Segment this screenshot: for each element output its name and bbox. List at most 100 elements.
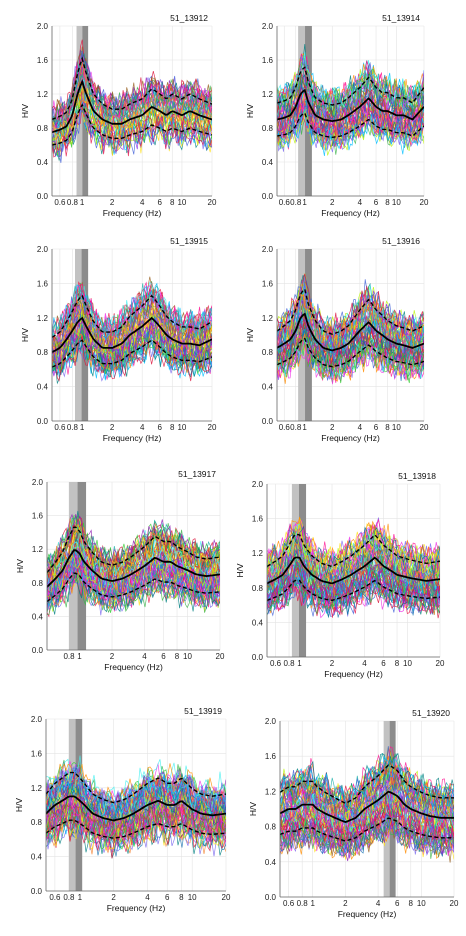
y-tick-label: 0.0 (37, 417, 49, 426)
x-tick-label: 6 (395, 899, 400, 908)
window-curves (52, 276, 212, 385)
window-curve (277, 336, 424, 381)
window-curve (46, 783, 226, 829)
window-curve (47, 518, 220, 582)
y-tick-label: 0.8 (262, 124, 274, 133)
y-tick-label: 0.8 (32, 579, 44, 588)
x-tick-label: 0.8 (63, 652, 75, 661)
x-tick-label: 20 (208, 423, 217, 432)
window-curve (277, 57, 424, 115)
x-tick-label: 10 (392, 423, 401, 432)
x-tick-label: 20 (420, 198, 429, 207)
window-curve (52, 288, 212, 351)
window-curve (46, 774, 226, 820)
y-axis-label: H/V (248, 802, 258, 817)
hv-panel-5: 0.00.40.81.21.62.00.8 1 2 4 6 8 10 20Frequency … (15, 469, 225, 672)
x-tick-label: 0.6 (279, 423, 291, 432)
y-tick-label: 2.0 (262, 22, 274, 31)
x-axis-label: Frequency (Hz) (103, 208, 162, 218)
x-tick-label: 0.8 (67, 198, 79, 207)
x-tick-label: 20 (216, 652, 225, 661)
window-curve (277, 72, 424, 118)
window-curve (277, 84, 424, 136)
mean-hv-curve (47, 549, 220, 588)
window-curve (267, 571, 440, 615)
y-tick-label: 0.8 (265, 823, 277, 832)
y-tick-label: 1.6 (31, 749, 43, 758)
window-curve (277, 292, 424, 347)
window-curve (267, 566, 440, 614)
std-upper-curve (280, 764, 454, 804)
window-curve (280, 815, 454, 859)
window-curve (46, 802, 226, 848)
y-tick-label: 0.0 (265, 893, 277, 902)
window-curves (267, 516, 440, 619)
window-curve (52, 335, 212, 385)
x-tick-label: 1 (78, 893, 83, 902)
window-curve (52, 325, 212, 373)
y-tick-label: 1.6 (37, 56, 49, 65)
window-curve (277, 306, 424, 358)
window-curve (52, 109, 212, 163)
window-curves (52, 39, 212, 163)
y-axis-label: H/V (235, 563, 245, 578)
x-tick-label: 1 (310, 899, 315, 908)
window-curves (277, 273, 424, 385)
x-tick-label: 2 (110, 198, 115, 207)
y-tick-label: 0.8 (37, 124, 49, 133)
y-axis-label: H/V (15, 559, 25, 574)
window-curve (46, 802, 226, 844)
x-tick-label: 2 (111, 893, 116, 902)
y-axis-label: H/V (20, 104, 30, 119)
x-axis-label: Frequency (Hz) (107, 903, 166, 913)
peak-band-lower (383, 721, 390, 897)
std-upper-curve (47, 526, 220, 573)
x-tick-label: 6 (381, 659, 386, 668)
window-curve (47, 527, 220, 577)
x-tick-label: 0.6 (54, 423, 66, 432)
window-curves (277, 44, 424, 156)
mean-hv-curve (46, 795, 226, 822)
y-axis-label: H/V (245, 328, 255, 343)
y-axis-label: H/V (20, 328, 30, 343)
y-tick-label: 0.0 (262, 417, 274, 426)
x-tick-label: 0.8 (290, 198, 302, 207)
window-curve (52, 52, 212, 121)
y-tick-label: 1.2 (262, 314, 274, 323)
window-curve (267, 580, 440, 618)
x-axis-label: Frequency (Hz) (338, 909, 397, 919)
mean-hv-curve (52, 79, 212, 134)
window-curve (277, 109, 424, 156)
window-curve (267, 559, 440, 607)
y-tick-label: 1.2 (37, 90, 49, 99)
window-curve (47, 514, 220, 576)
window-curve (277, 334, 424, 385)
panel-title: 51_13919 (184, 706, 222, 716)
x-tick-label: 10 (177, 198, 186, 207)
window-curve (52, 62, 212, 133)
window-curve (267, 524, 440, 582)
window-curve (52, 335, 212, 382)
window-curve (277, 273, 424, 340)
y-tick-label: 1.6 (265, 752, 277, 761)
y-tick-label: 0.4 (265, 858, 277, 867)
x-tick-label: 0.6 (279, 198, 291, 207)
window-curve (280, 755, 454, 811)
x-tick-label: 4 (140, 198, 145, 207)
x-tick-label: 8 (179, 893, 184, 902)
y-tick-label: 1.6 (262, 279, 274, 288)
std-upper-curve (46, 771, 226, 804)
y-tick-label: 0.0 (252, 653, 264, 662)
x-tick-label: 0.6 (54, 198, 66, 207)
panel-title: 51_13912 (170, 13, 208, 23)
hv-panel-3: 0.00.40.81.21.62.00.6 0.8 1 2 4 6 8 10 20Frequen… (20, 236, 217, 443)
y-tick-label: 1.2 (37, 314, 49, 323)
hv-panel-7: 0.00.40.81.21.62.00.6 0.8 1 2 4 6 8 10 20Frequen… (14, 706, 231, 913)
x-tick-label: 8 (385, 198, 390, 207)
std-upper-curve (277, 288, 424, 335)
window-curve (47, 572, 220, 615)
x-tick-label: 6 (161, 652, 166, 661)
window-curve (277, 58, 424, 124)
x-tick-label: 20 (208, 198, 217, 207)
std-lower-curve (52, 339, 212, 368)
